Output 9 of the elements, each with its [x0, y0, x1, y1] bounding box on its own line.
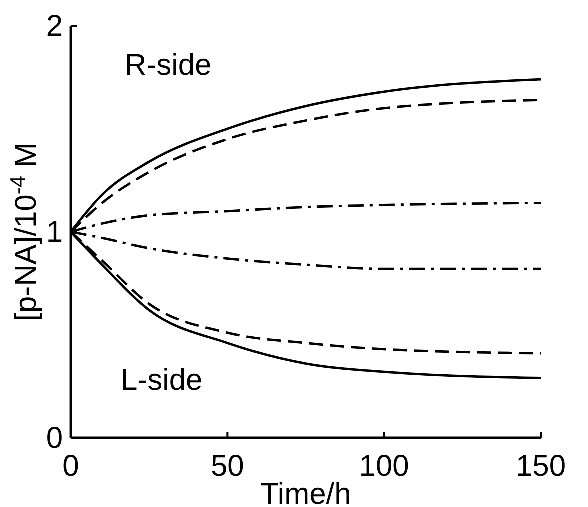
x-tick-label: 50: [210, 450, 244, 483]
y-tick-label: 2: [46, 10, 63, 43]
y-tick-label: 0: [46, 422, 63, 455]
x-axis-title: Time/h: [260, 478, 352, 507]
y-tick-label: 1: [46, 216, 63, 249]
x-tick-label: 100: [359, 450, 410, 483]
annotation: L-side: [121, 364, 203, 397]
x-tick-label: 150: [516, 450, 566, 483]
annotation: R-side: [125, 49, 212, 82]
